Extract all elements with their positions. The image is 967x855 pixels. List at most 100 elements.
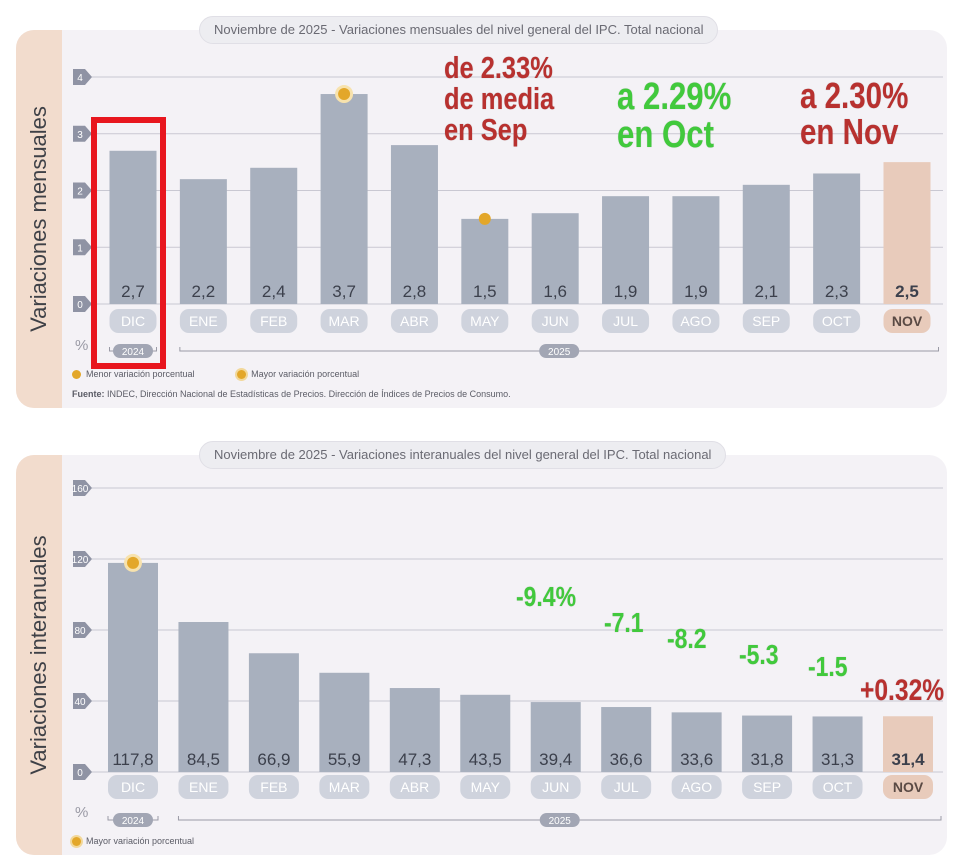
y-tick-marker xyxy=(73,551,92,567)
month-pill xyxy=(531,309,579,333)
data-label: 2,3 xyxy=(825,282,849,301)
data-label: 3,7 xyxy=(332,282,356,301)
y-tick-marker xyxy=(73,764,92,780)
year-label: 2024 xyxy=(122,816,145,827)
bar-ago xyxy=(671,712,722,772)
year-label: 2025 xyxy=(548,347,571,358)
bar-feb xyxy=(248,653,299,772)
data-label: 1,9 xyxy=(684,282,708,301)
bar-sep xyxy=(742,715,793,772)
data-label: 2,8 xyxy=(403,282,427,301)
data-label: 66,9 xyxy=(257,750,290,769)
month-pill xyxy=(109,309,157,333)
bar-nov xyxy=(883,716,933,772)
data-label: 43,5 xyxy=(469,750,502,769)
y-tick-marker xyxy=(73,69,92,85)
y-tick-label: 3 xyxy=(77,130,83,141)
annotation-oct-change: -1.5 xyxy=(808,651,848,682)
month-pill xyxy=(672,309,720,333)
data-label: 84,5 xyxy=(187,750,220,769)
bar-may xyxy=(460,694,511,772)
unit-label: % xyxy=(75,804,88,821)
data-label: 2,4 xyxy=(262,282,286,301)
y-tick-label: 1 xyxy=(77,243,83,254)
annotation-ago-change: -8.2 xyxy=(667,623,707,654)
x-tick-label: JUL xyxy=(614,779,639,795)
bar-abr xyxy=(390,145,438,304)
ring-dot-icon xyxy=(237,370,247,380)
year-pill xyxy=(113,344,153,358)
max-marker xyxy=(338,88,351,101)
monthly-title-text: - Variaciones mensuales del nivel genera… xyxy=(327,22,704,37)
y-tick-marker xyxy=(73,622,92,638)
monthly-source: Fuente: INDEC, Dirección Nacional de Est… xyxy=(72,389,511,399)
month-pill xyxy=(883,775,933,799)
month-pill xyxy=(530,775,581,799)
month-pill xyxy=(390,309,438,333)
y-tick-label: 2 xyxy=(77,187,83,198)
bar-jun xyxy=(531,213,579,304)
month-pill xyxy=(812,775,863,799)
x-tick-label: SEP xyxy=(752,313,780,329)
bar-feb xyxy=(250,167,298,304)
x-tick-label: ABR xyxy=(400,313,429,329)
data-label: 31,3 xyxy=(821,750,854,769)
x-tick-label: JUL xyxy=(613,313,638,329)
annotation-jun-change: -9.4% xyxy=(516,581,576,612)
month-pill xyxy=(813,309,861,333)
y-tick-label: 4 xyxy=(77,73,83,84)
unit-label: % xyxy=(75,337,88,354)
data-label: 55,9 xyxy=(328,750,361,769)
bar-jun xyxy=(530,702,581,772)
data-label: 31,4 xyxy=(891,750,925,769)
source-text: INDEC, Dirección Nacional de Estadística… xyxy=(104,389,511,399)
bar-dic xyxy=(108,562,158,772)
x-tick-label: AGO xyxy=(681,779,712,795)
year-pill xyxy=(539,813,580,827)
highlight-box-dic xyxy=(91,117,166,369)
data-label: 36,6 xyxy=(610,750,643,769)
x-tick-label: NOV xyxy=(892,313,923,329)
monthly-title-date: Noviembre de 2025 xyxy=(214,22,328,37)
y-tick-marker xyxy=(73,125,92,142)
legend-max: Mayor variación porcentual xyxy=(237,369,359,380)
month-pill xyxy=(602,309,650,333)
bar-oct xyxy=(812,716,863,772)
bar-nov xyxy=(883,162,931,304)
x-tick-label: DIC xyxy=(121,313,145,329)
x-tick-label: JUN xyxy=(542,779,569,795)
month-pill xyxy=(671,775,722,799)
bar-mar xyxy=(319,672,370,772)
legend-min-label: Menor variación porcentual xyxy=(86,369,195,379)
ring-dot-icon xyxy=(72,837,81,847)
month-pill xyxy=(319,775,370,799)
y-tick-marker xyxy=(73,296,92,312)
monthly-side-band: Variaciones mensuales xyxy=(16,30,62,408)
interannual-title-date: Noviembre de 2025 xyxy=(214,447,328,462)
legend-min: Menor variación porcentual xyxy=(72,369,195,380)
annotation-sep-average: de 2.33% de media en Sep xyxy=(444,50,555,147)
bar-oct xyxy=(813,173,861,304)
bar-may xyxy=(461,218,509,304)
x-tick-label: MAR xyxy=(329,313,360,329)
year-pill xyxy=(113,813,153,827)
x-tick-label: ABR xyxy=(400,779,429,795)
month-pill xyxy=(601,775,652,799)
y-tick-label: 80 xyxy=(74,626,86,637)
annotation-jul-change: -7.1 xyxy=(604,607,644,638)
legend-max-label: Mayor variación porcentual xyxy=(86,836,195,846)
data-label: 1,5 xyxy=(473,282,497,301)
year-label: 2024 xyxy=(122,347,145,358)
data-label: 2,5 xyxy=(895,282,919,301)
month-pill xyxy=(178,775,229,799)
y-tick-marker xyxy=(73,239,92,256)
x-tick-label: OCT xyxy=(823,779,853,795)
y-tick-label: 0 xyxy=(77,300,83,311)
data-label: 2,7 xyxy=(121,282,145,301)
data-label: 117,8 xyxy=(112,750,153,769)
y-tick-label: 40 xyxy=(74,697,86,708)
annotation-sep-change: -5.3 xyxy=(739,639,779,670)
annotation-nov: a 2.30% en Nov xyxy=(800,75,909,152)
data-label: 33,6 xyxy=(680,750,713,769)
data-label: 1,9 xyxy=(614,282,638,301)
